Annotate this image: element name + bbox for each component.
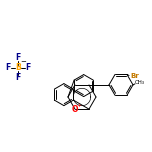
Text: F: F <box>25 64 31 73</box>
Text: B: B <box>15 64 21 73</box>
Text: F: F <box>15 54 21 62</box>
Text: F: F <box>5 64 11 73</box>
Text: CH₃: CH₃ <box>135 80 145 85</box>
Text: −: − <box>20 59 26 65</box>
Text: Br: Br <box>130 73 139 79</box>
Text: O: O <box>72 105 78 114</box>
Text: +: + <box>77 103 81 108</box>
Text: F: F <box>15 74 21 83</box>
